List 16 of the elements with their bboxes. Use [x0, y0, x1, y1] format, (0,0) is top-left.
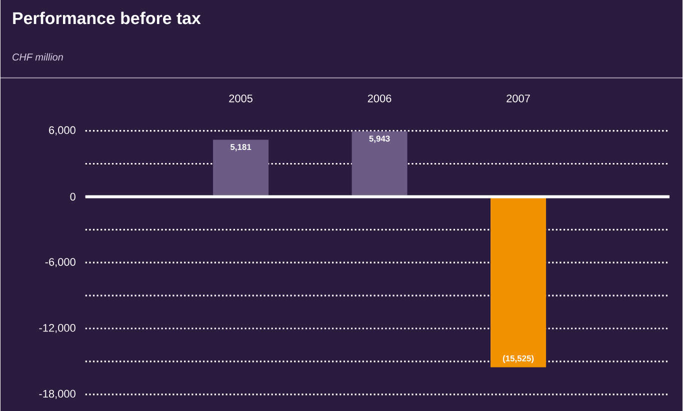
y-tick-label: -12,000	[39, 324, 76, 333]
y-tick-label: -18,000	[39, 390, 76, 399]
data-label: 5,181	[230, 144, 252, 152]
x-tick-label: 2007	[506, 94, 530, 102]
bar	[490, 196, 546, 368]
chart-title: Performance before tax	[13, 12, 201, 24]
bar	[213, 140, 269, 197]
y-tick-label: 6,000	[49, 126, 76, 136]
data-label: (15,525)	[502, 354, 534, 363]
y-tick-label: -6,000	[45, 258, 76, 267]
y-tick-label: 0	[70, 192, 76, 200]
x-tick-label: 2006	[368, 94, 392, 102]
data-label: 5,943	[369, 135, 390, 143]
bar	[352, 131, 408, 197]
x-tick-label: 2005	[229, 94, 252, 102]
chart-subtitle: CHF million	[12, 53, 63, 60]
